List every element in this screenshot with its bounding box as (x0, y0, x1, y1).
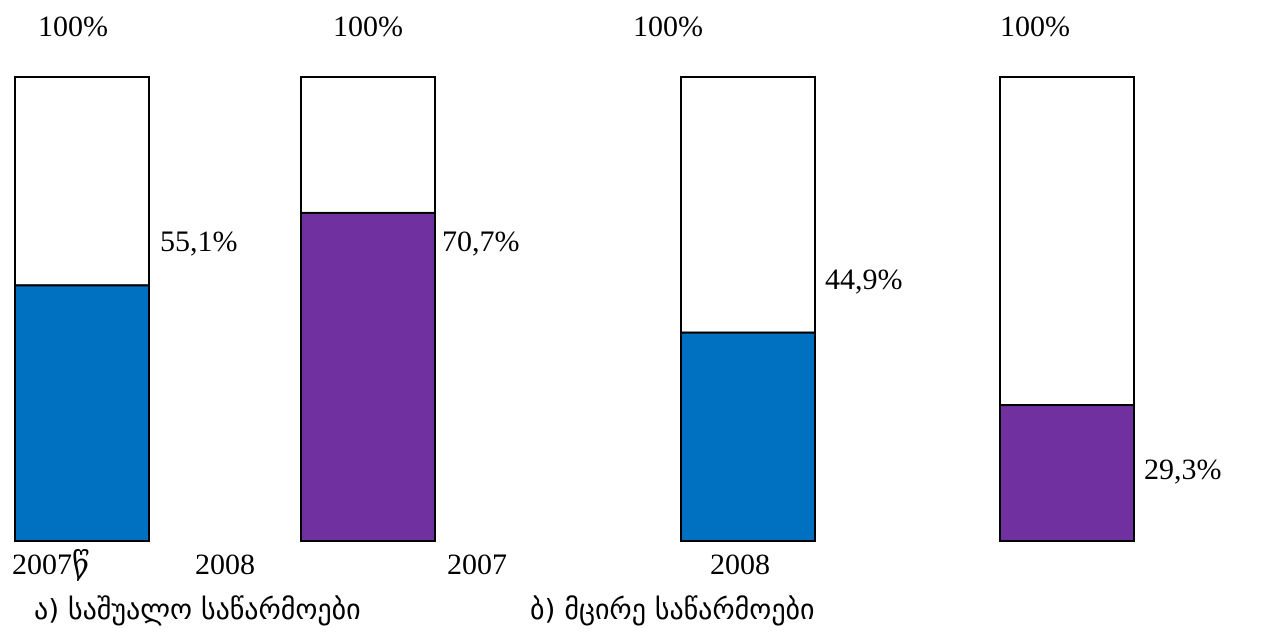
bar-3-value-label: 44,9% (825, 263, 903, 296)
bar-2-year-label: 2008 (195, 548, 255, 581)
bar-4-year-label: 2008 (710, 548, 770, 581)
bar-3-total-label: 100% (633, 10, 703, 43)
bar-2-remainder-segment (300, 76, 436, 214)
bar-1-remainder-segment (14, 76, 150, 287)
group-caption-medium-enterprises: ა) საშუალო საწარმოები (34, 593, 361, 626)
bar-1-value-label: 55,1% (160, 225, 238, 258)
bar-4-value-label: 29,3% (1144, 453, 1222, 486)
bar-3-remainder-segment (680, 76, 816, 334)
group-caption-small-enterprises: ბ) მცირე საწარმოები (530, 593, 815, 626)
bar-4-remainder-segment (999, 76, 1135, 407)
bar-2-value-segment (300, 211, 436, 542)
bar-1-total-label: 100% (38, 10, 108, 43)
bar-2-total-label: 100% (333, 10, 403, 43)
bar-4-value-segment (999, 404, 1135, 542)
bar-3-year-label: 2007 (447, 548, 507, 581)
bar-2-value-label: 70,7% (442, 225, 520, 258)
bar-1-year-label: 2007წ (12, 548, 90, 581)
bar-1-value-segment (14, 284, 150, 542)
bar-3-value-segment (680, 331, 816, 542)
bar-4-total-label: 100% (1000, 10, 1070, 43)
